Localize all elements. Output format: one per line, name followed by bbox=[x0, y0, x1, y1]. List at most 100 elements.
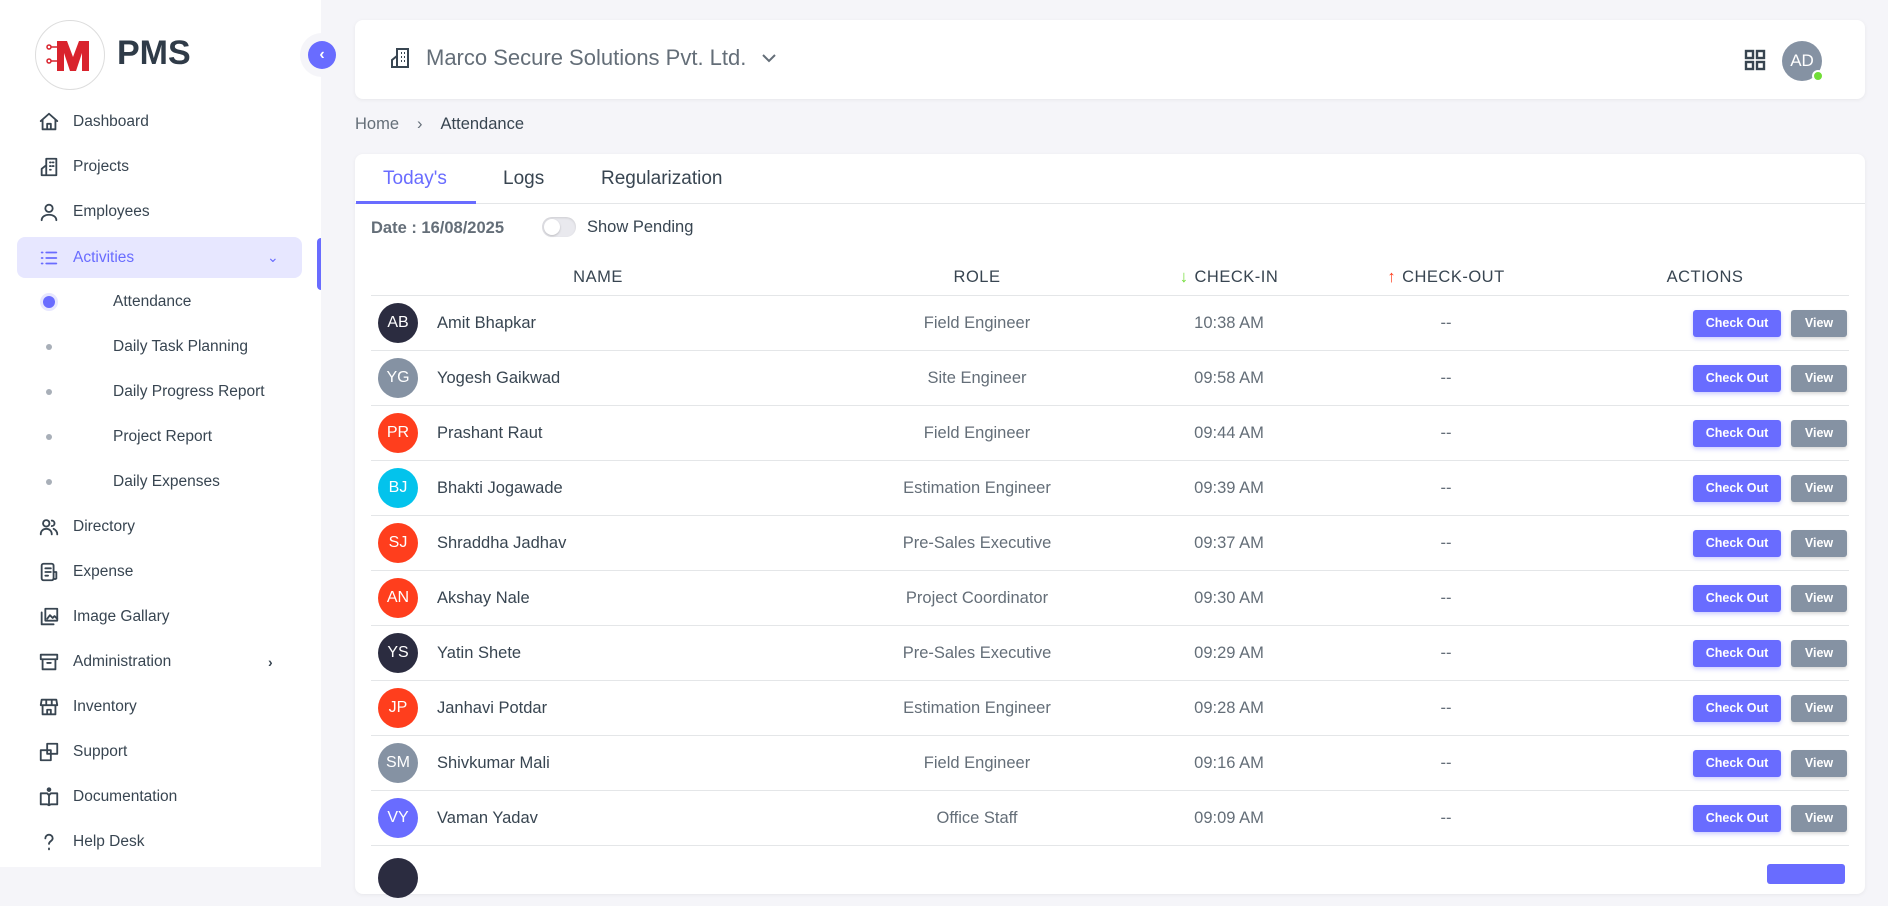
bullet-icon bbox=[46, 389, 52, 395]
view-button[interactable]: View bbox=[1791, 529, 1847, 557]
sidebar-item-activities[interactable]: Activities ⌄ bbox=[17, 237, 302, 278]
role-cell: Pre-Sales Executive bbox=[902, 533, 1052, 552]
actions-cell: Check Out View bbox=[1563, 461, 1847, 515]
check-out-button[interactable]: Check Out bbox=[1693, 639, 1781, 667]
sidebar-item-label: Dashboard bbox=[73, 113, 149, 130]
bullet-icon bbox=[46, 344, 52, 350]
sidebar-item-label: Administration bbox=[73, 653, 172, 670]
apps-grid-icon[interactable] bbox=[1743, 48, 1767, 72]
col-actions: ACTIONS bbox=[1666, 268, 1744, 286]
sidebar-subitem-daily-expenses[interactable]: Daily Expenses bbox=[0, 462, 321, 502]
check-in-cell: 09:09 AM bbox=[1194, 808, 1264, 827]
show-pending-toggle[interactable] bbox=[542, 217, 576, 237]
name-cell: BJ Bhakti Jogawade bbox=[371, 461, 825, 515]
table-row: YG Yogesh Gaikwad Site Engineer 09:58 AM -- C… bbox=[371, 351, 1849, 406]
tab-todays[interactable]: Today's bbox=[383, 168, 447, 189]
sidebar-item-dashboard[interactable]: Dashboard bbox=[0, 102, 321, 142]
receipt-icon bbox=[38, 561, 60, 583]
sidebar-item-employees[interactable]: Employees bbox=[0, 192, 321, 232]
sidebar-item-help-desk[interactable]: Help Desk bbox=[0, 822, 321, 862]
employee-name: Shivkumar Mali bbox=[437, 753, 550, 772]
view-button[interactable]: View bbox=[1791, 639, 1847, 667]
avatar-initials: JP bbox=[388, 699, 408, 716]
col-check-out-label: CHECK-OUT bbox=[1402, 268, 1505, 286]
table-row-partial bbox=[371, 851, 1849, 906]
avatar: JP bbox=[378, 688, 418, 728]
avatar: YS bbox=[378, 633, 418, 673]
sidebar-subitem-project-report[interactable]: Project Report bbox=[0, 417, 321, 457]
view-button[interactable]: View bbox=[1791, 474, 1847, 502]
bullet-icon bbox=[43, 296, 55, 308]
table-header: NAME ROLE ↓ CHECK-IN ↑ CHECK-OUT ACTIONS bbox=[371, 260, 1849, 296]
active-tab-underline bbox=[356, 201, 476, 204]
check-out-button[interactable]: Check Out bbox=[1693, 694, 1781, 722]
check-out-button[interactable]: Check Out bbox=[1693, 309, 1781, 337]
sidebar-item-expense[interactable]: Expense bbox=[0, 552, 321, 592]
sidebar-item-projects[interactable]: Projects bbox=[0, 147, 321, 187]
collapse-sidebar-button[interactable]: ‹ bbox=[300, 33, 344, 77]
organization-name: Marco Secure Solutions Pvt. Ltd. bbox=[426, 45, 747, 70]
sidebar-item-support[interactable]: Support bbox=[0, 732, 321, 772]
tab-logs[interactable]: Logs bbox=[503, 168, 545, 189]
sidebar-item-label: Activities bbox=[73, 248, 135, 266]
role-cell: Office Staff bbox=[936, 808, 1018, 827]
name-cell: SM Shivkumar Mali bbox=[371, 736, 825, 790]
table-row: SM Shivkumar Mali Field Engineer 09:16 AM --… bbox=[371, 736, 1849, 791]
sidebar-item-directory[interactable]: Directory bbox=[0, 507, 321, 547]
action-button-partial[interactable] bbox=[1767, 864, 1845, 884]
avatar: VY bbox=[378, 798, 418, 838]
view-button[interactable]: View bbox=[1791, 419, 1847, 447]
sidebar-item-label: Help Desk bbox=[73, 833, 145, 850]
sidebar-item-label: Expense bbox=[73, 563, 134, 580]
table-row: AN Akshay Nale Project Coordinator 09:30 AM… bbox=[371, 571, 1849, 626]
check-out-button[interactable]: Check Out bbox=[1693, 529, 1781, 557]
check-out-button[interactable]: Check Out bbox=[1693, 804, 1781, 832]
check-out-button[interactable]: Check Out bbox=[1693, 749, 1781, 777]
sidebar-item-administration[interactable]: Administration › bbox=[0, 642, 321, 682]
check-in-cell: 09:44 AM bbox=[1194, 423, 1264, 442]
view-button[interactable]: View bbox=[1791, 694, 1847, 722]
sidebar-item-inventory[interactable]: Inventory bbox=[0, 687, 321, 727]
avatar-initials: SM bbox=[386, 754, 410, 771]
avatar: YG bbox=[378, 358, 418, 398]
tab-regularization[interactable]: Regularization bbox=[601, 168, 723, 189]
view-button[interactable]: View bbox=[1791, 584, 1847, 612]
user-avatar[interactable]: AD bbox=[1782, 41, 1824, 82]
view-button[interactable]: View bbox=[1791, 804, 1847, 832]
actions-cell: Check Out View bbox=[1563, 626, 1847, 680]
sidebar-subitem-label: Daily Expenses bbox=[113, 473, 220, 490]
sidebar-item-label: Employees bbox=[73, 203, 150, 220]
avatar-initials: VY bbox=[387, 809, 409, 826]
arrow-up-icon: ↑ bbox=[1387, 268, 1397, 286]
sidebar-subitem-daily-task-planning[interactable]: Daily Task Planning bbox=[0, 327, 321, 367]
sidebar-subitem-daily-progress-report[interactable]: Daily Progress Report bbox=[0, 372, 321, 412]
breadcrumb-home[interactable]: Home bbox=[355, 115, 400, 133]
check-out-cell: -- bbox=[1440, 313, 1452, 332]
employee-name: Vaman Yadav bbox=[437, 808, 538, 827]
check-out-button[interactable]: Check Out bbox=[1693, 364, 1781, 392]
avatar: SJ bbox=[378, 523, 418, 563]
actions-cell: Check Out View bbox=[1563, 516, 1847, 570]
employee-name: Akshay Nale bbox=[437, 588, 530, 607]
sidebar-item-documentation[interactable]: Documentation bbox=[0, 777, 321, 817]
role-cell: Field Engineer bbox=[923, 423, 1031, 442]
organization-selector[interactable]: Marco Secure Solutions Pvt. Ltd. bbox=[388, 45, 778, 71]
role-cell: Project Coordinator bbox=[905, 588, 1049, 607]
check-out-cell: -- bbox=[1440, 643, 1452, 662]
show-pending-label: Show Pending bbox=[587, 218, 694, 236]
chevron-right-icon: › bbox=[268, 654, 273, 670]
check-out-button[interactable]: Check Out bbox=[1693, 419, 1781, 447]
online-status-dot bbox=[1812, 70, 1824, 82]
role-cell: Field Engineer bbox=[923, 753, 1031, 772]
check-out-button[interactable]: Check Out bbox=[1693, 584, 1781, 612]
sidebar-subitem-attendance[interactable]: Attendance bbox=[0, 282, 321, 322]
view-button[interactable]: View bbox=[1791, 309, 1847, 337]
role-cell: Pre-Sales Executive bbox=[902, 643, 1052, 662]
col-check-in: ↓ CHECK-IN bbox=[1129, 260, 1329, 295]
view-button[interactable]: View bbox=[1791, 749, 1847, 777]
col-check-out: ↑ CHECK-OUT bbox=[1329, 260, 1563, 295]
view-button[interactable]: View bbox=[1791, 364, 1847, 392]
sidebar-item-image-gallary[interactable]: Image Gallary bbox=[0, 597, 321, 637]
check-out-button[interactable]: Check Out bbox=[1693, 474, 1781, 502]
check-in-cell: 09:30 AM bbox=[1194, 588, 1264, 607]
